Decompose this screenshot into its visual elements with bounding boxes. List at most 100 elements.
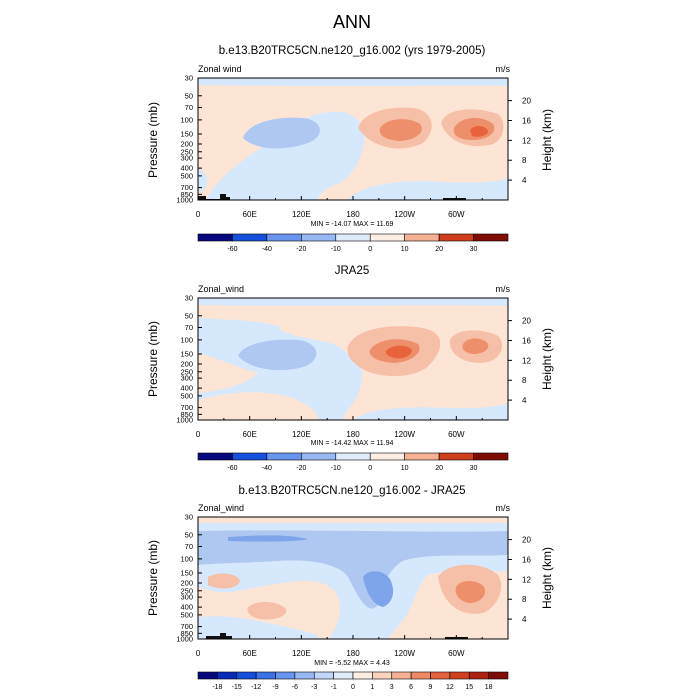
height-tick-label: 8 (522, 376, 527, 385)
panel-3-negative-bias-lower (198, 616, 318, 639)
pressure-tick-label: 1000 (176, 416, 193, 425)
panel-1-title: b.e13.B20TRC5CN.ne120_g16.002 (yrs 1979-… (219, 45, 486, 57)
panel-1-colorbar: -60 -40 -20 -10 0 10 20 30 (197, 233, 509, 253)
panel-1-variable-label: Zonal wind (198, 64, 242, 74)
panel-1-y2label: Height (km) (540, 109, 554, 171)
panel-3-negative-bias-streak (228, 535, 308, 542)
panel-2-jet-core (385, 345, 412, 359)
pressure-tick-label: 500 (180, 391, 193, 400)
longitude-tick-label: 60W (448, 210, 465, 219)
pressure-tick-label: 30 (185, 294, 193, 303)
colorbar-label: 6 (409, 684, 413, 691)
panel-1-upper-easterly-band (198, 78, 508, 86)
pressure-tick-label: 1000 (176, 196, 193, 205)
colorbar-box (473, 233, 509, 242)
panel-3-negative-bias-light (198, 555, 508, 639)
pressure-tick-label: 30 (185, 74, 193, 83)
longitude-tick-label: 120W (394, 649, 415, 658)
colorbar-label: 20 (435, 465, 443, 472)
panel-3-upper-light-band (198, 523, 508, 532)
height-tick-label: 16 (522, 336, 531, 345)
colorbar-box (352, 671, 373, 680)
pressure-tick-label: 70 (185, 323, 193, 332)
pressure-tick-label: 70 (185, 103, 193, 112)
panel-3-units: m/s (496, 503, 511, 513)
pressure-tick-label: 400 (180, 384, 193, 393)
panel-2-plot-area (198, 298, 508, 420)
longitude-tick-label: 120E (292, 210, 311, 219)
colorbar-label: 30 (470, 465, 478, 472)
pressure-tick-label: 50 (185, 311, 193, 320)
colorbar-box (438, 233, 474, 242)
pressure-tick-label: 100 (180, 335, 193, 344)
colorbar-label: 30 (470, 246, 478, 253)
pressure-tick-label: 200 (180, 140, 193, 149)
colorbar-label: 15 (465, 684, 473, 691)
colorbar-label: -60 (227, 246, 237, 253)
panel-2-upper-easterly-band (198, 298, 508, 306)
panel-1-easterly-light-1 (206, 111, 365, 200)
colorbar-label: 0 (351, 684, 355, 691)
colorbar-box (335, 452, 371, 461)
panel-3-positive-bias-3 (247, 601, 287, 620)
colorbar-label: -12 (251, 684, 261, 691)
panel-1-easterly-light-3 (198, 168, 208, 193)
colorbar-label: -10 (331, 246, 341, 253)
panel-3-variable-label: Zonal_wind (198, 503, 244, 513)
panel-2-colorbar: -60 -40 -20 -10 0 10 20 30 (197, 452, 509, 472)
colorbar-box (232, 233, 268, 242)
pressure-tick-label: 150 (180, 129, 193, 138)
colorbar-box (232, 452, 268, 461)
panel-1-easterly-medium (243, 117, 320, 149)
longitude-tick-label: 180 (346, 430, 360, 439)
panel-3-positive-bias-core (455, 581, 486, 603)
panel-1-jet-core (470, 125, 488, 137)
pressure-tick-label: 50 (185, 530, 193, 539)
longitude-tick-label: 120E (292, 430, 311, 439)
pressure-tick-label: 30 (185, 513, 193, 522)
pressure-tick-label: 250 (180, 367, 193, 376)
height-tick-label: 4 (522, 396, 527, 405)
colorbar-label: 9 (429, 684, 433, 691)
colorbar-box (217, 671, 238, 680)
colorbar-label: 0 (368, 246, 372, 253)
colorbar-box (410, 671, 431, 680)
pressure-tick-label: 70 (185, 542, 193, 551)
height-tick-label: 4 (522, 176, 527, 185)
pressure-tick-label: 150 (180, 349, 193, 358)
colorbar-box (301, 452, 337, 461)
colorbar-box (255, 671, 276, 680)
height-tick-label: 8 (522, 595, 527, 604)
height-tick-label: 16 (522, 116, 531, 125)
panel-1-x-ticks: 0 60E 120E 180 120W 60W (196, 196, 483, 219)
pressure-tick-label: 400 (180, 164, 193, 173)
panel-2-ylabel: Pressure (mb) (146, 321, 160, 397)
colorbar-label: -10 (331, 465, 341, 472)
height-tick-label: 12 (522, 356, 531, 365)
colorbar-box (301, 233, 337, 242)
pressure-tick-label: 100 (180, 554, 193, 563)
panel-2-variable-label: Zonal_wind (198, 284, 244, 294)
panel-1-plot-area (198, 78, 508, 200)
pressure-tick-label: 500 (180, 610, 193, 619)
panel-1-units: m/s (496, 64, 511, 74)
colorbar-box (369, 233, 405, 242)
colorbar-label: -20 (296, 246, 306, 253)
colorbar-box (404, 233, 440, 242)
colorbar-box (335, 233, 371, 242)
pressure-tick-label: 100 (180, 115, 193, 124)
longitude-tick-label: 180 (346, 210, 360, 219)
colorbar-box (391, 671, 412, 680)
colorbar-label: 3 (390, 684, 394, 691)
panel-3-negative-bias-main (198, 530, 508, 609)
panel-1-westerly-strong-1 (379, 119, 422, 141)
colorbar-label: 0 (368, 465, 372, 472)
colorbar-box (197, 452, 233, 461)
pressure-tick-label: 300 (180, 374, 193, 383)
pressure-tick-label: 850 (180, 410, 193, 419)
longitude-tick-label: 0 (196, 430, 201, 439)
colorbar-box (236, 671, 257, 680)
colorbar-label: -6 (292, 684, 298, 691)
